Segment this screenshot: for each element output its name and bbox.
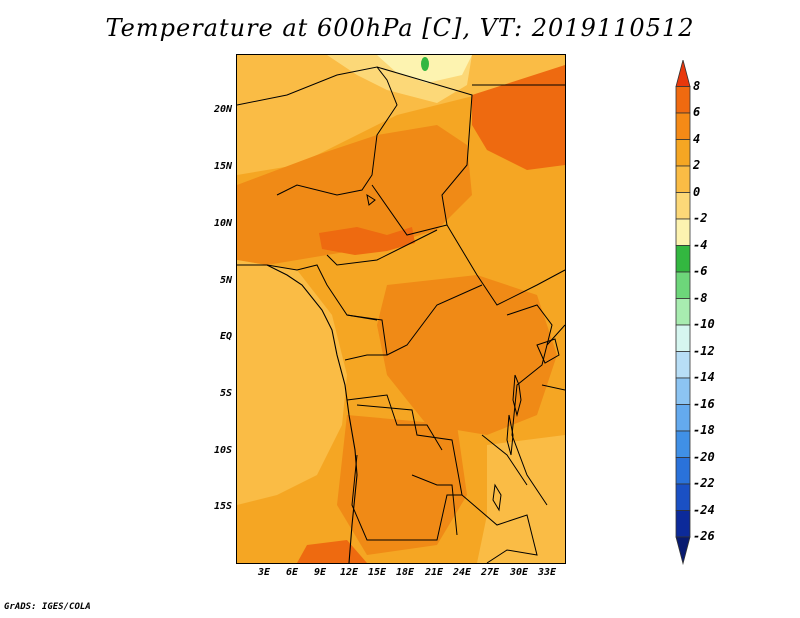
- colorbar-swatch: [675, 510, 691, 538]
- cool-zone-west-coast: [237, 260, 347, 505]
- colorbar-swatch: [675, 483, 691, 511]
- x-tick-label: 15E: [367, 567, 387, 578]
- colorbar-label: -12: [693, 343, 715, 358]
- colorbar-swatch: [675, 457, 691, 485]
- colorbar-label: -16: [693, 396, 715, 411]
- lakes: [366, 193, 560, 512]
- x-tick-label: 9E: [313, 567, 327, 578]
- colorbar-label: -14: [693, 370, 715, 384]
- cool-zone-southeast: [477, 435, 565, 563]
- colorbar-label: 8: [693, 78, 701, 93]
- colorbar-swatch: [675, 377, 691, 405]
- colorbar-swatch: [675, 298, 691, 326]
- y-tick-label: EQ: [219, 331, 232, 342]
- colorbar-label: -24: [693, 502, 715, 517]
- colorbar-swatch: [675, 86, 691, 114]
- warm-zone-north-central: [237, 125, 472, 265]
- colorbar-swatch: [675, 165, 691, 193]
- colorbar-graphic: [675, 60, 691, 566]
- colorbar-swatch: [675, 404, 691, 432]
- x-tick-label: 30E: [509, 567, 529, 578]
- colorbar-swatch: [675, 60, 691, 87]
- colorbar-swatch: [675, 271, 691, 299]
- x-tick-label: 24E: [452, 567, 472, 578]
- colorbar-label: -18: [693, 423, 715, 437]
- y-tick-label: 20N: [213, 104, 232, 115]
- colorbar-label: 0: [693, 184, 701, 199]
- warm-zone-central: [377, 275, 557, 435]
- colorbar-label: -10: [693, 317, 715, 331]
- colorbar-swatch: [675, 112, 691, 140]
- colorbar-label: -26: [693, 529, 715, 543]
- y-tick-label: 10S: [213, 445, 232, 456]
- colorbar-label: -6: [693, 264, 708, 278]
- x-tick-label: 6E: [285, 567, 299, 578]
- y-tick-label: 5S: [219, 388, 232, 399]
- colorbar-label: 4: [693, 131, 701, 146]
- colorbar-swatch: [675, 139, 691, 167]
- cold-spot-green: [421, 57, 429, 71]
- colorbar-label: -20: [693, 449, 715, 464]
- x-tick-label: 21E: [424, 567, 444, 578]
- hot-zone-northeast: [472, 65, 565, 170]
- colorbar-swatch: [675, 536, 691, 566]
- colorbar-swatch: [675, 324, 691, 352]
- map-canvas: [237, 55, 565, 563]
- x-tick-label: 18E: [395, 567, 415, 578]
- colorbar-swatch: [675, 192, 691, 220]
- x-tick-label: 12E: [339, 567, 359, 578]
- credit-label: GrADS: IGES/COLA: [4, 602, 91, 612]
- warm-zone-south: [337, 415, 467, 555]
- y-tick-label: 15S: [213, 501, 232, 512]
- colorbar-label: 6: [693, 105, 701, 119]
- colorbar-label: 2: [693, 158, 701, 172]
- y-tick-label: 10N: [213, 218, 232, 229]
- temperature-map: [236, 54, 566, 564]
- x-tick-label: 27E: [480, 567, 500, 578]
- x-tick-label: 33E: [537, 567, 557, 578]
- colorbar-swatch: [675, 351, 691, 379]
- colorbar-swatch: [675, 218, 691, 246]
- x-tick-label: 3E: [257, 567, 271, 578]
- y-tick-label: 5N: [219, 275, 232, 286]
- colorbar-swatch: [675, 430, 691, 458]
- colorbar-label: -22: [693, 476, 715, 490]
- country-borders: [237, 66, 565, 563]
- colorbar-label: -8: [693, 290, 708, 305]
- colorbar-label: -2: [693, 211, 708, 225]
- colorbar-label: -4: [693, 237, 708, 252]
- hot-band-8n: [319, 227, 415, 255]
- map-title: Temperature at 600hPa [C], VT: 201911051…: [105, 14, 695, 42]
- colorbar-swatch: [675, 245, 691, 273]
- y-tick-label: 15N: [213, 161, 232, 172]
- coastline: [237, 264, 358, 563]
